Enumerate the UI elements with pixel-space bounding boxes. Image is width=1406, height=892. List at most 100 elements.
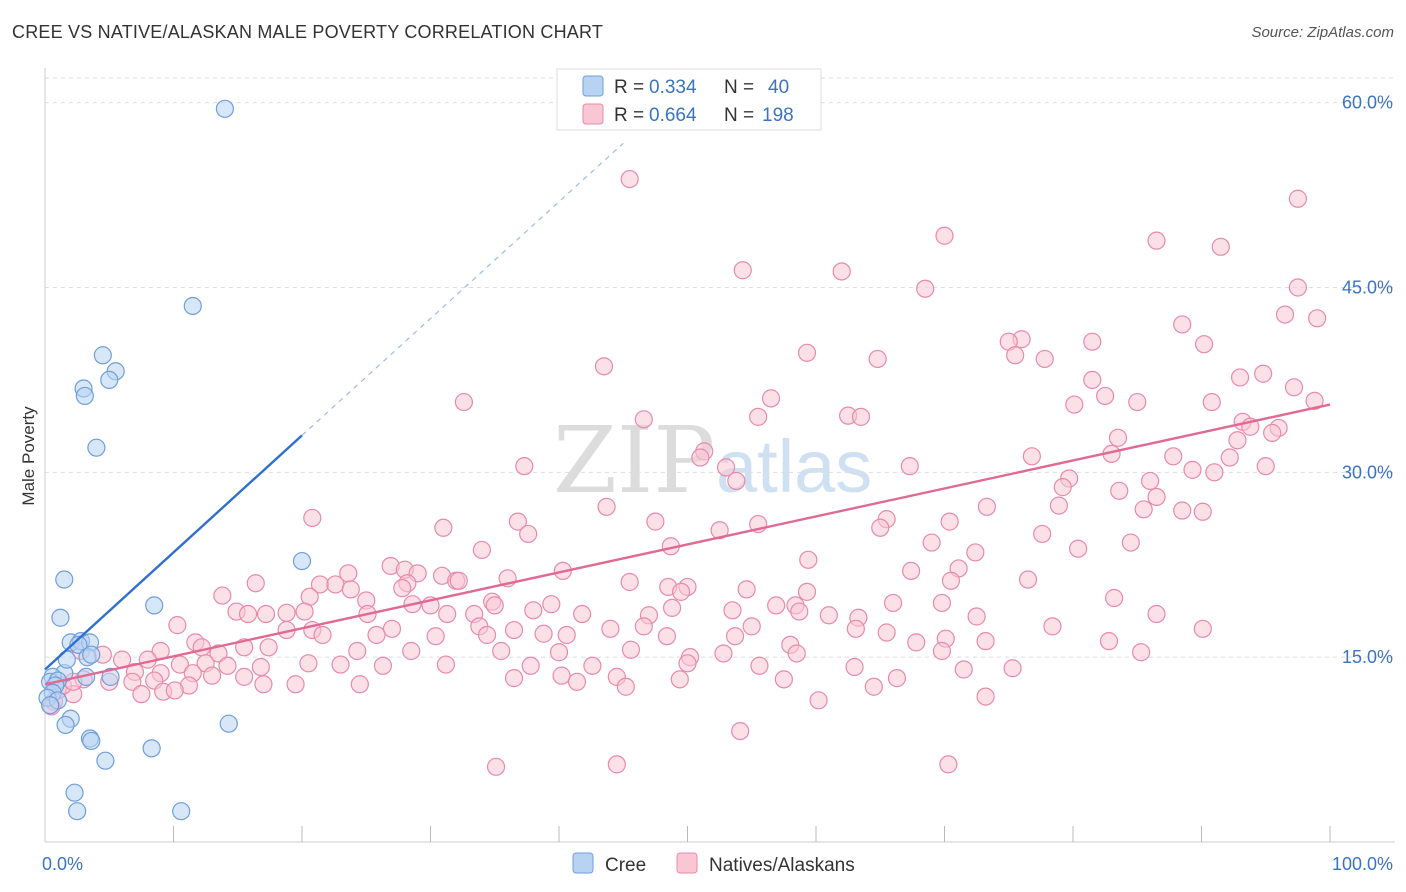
x-tick-label: 100.0%	[1332, 854, 1393, 874]
native-point	[851, 407, 871, 426]
native-point	[616, 677, 635, 696]
native-point	[671, 582, 691, 601]
native-point	[731, 721, 750, 741]
bottom-legend-swatch-cree	[572, 852, 594, 874]
native-point	[790, 602, 809, 621]
native-point	[932, 641, 952, 661]
native-point	[1193, 619, 1212, 638]
axes	[44, 68, 1395, 843]
native-point	[567, 672, 587, 691]
bottom-legend-cree-label: Cree	[605, 855, 646, 876]
native-point	[402, 641, 421, 661]
native-point	[218, 656, 237, 675]
native-point	[485, 596, 504, 615]
native-point	[313, 625, 332, 645]
native-point	[1110, 481, 1129, 500]
bottom-legend: Cree Natives/Alaskans	[572, 852, 855, 876]
native-point	[165, 681, 184, 700]
native-point	[716, 458, 736, 477]
native-point	[504, 669, 524, 688]
trend-lines	[44, 142, 1331, 686]
native-point	[438, 604, 457, 624]
native-point	[492, 641, 511, 661]
native-point	[348, 641, 367, 661]
native-point	[787, 644, 806, 663]
native-point	[573, 604, 592, 624]
cree-point	[219, 714, 238, 733]
native-point	[1305, 391, 1324, 410]
native-point	[723, 601, 742, 620]
watermark: ZIP atlas	[553, 407, 872, 514]
cree-points	[38, 99, 312, 821]
cree-point	[93, 346, 112, 365]
native-point	[1147, 487, 1166, 507]
tick-labels: 15.0% 30.0% 45.0% 60.0% 0.0% 100.0%	[42, 93, 1393, 874]
native-point	[916, 279, 935, 298]
native-point	[552, 666, 571, 685]
native-point	[449, 571, 468, 590]
native-point	[1202, 392, 1221, 412]
cree-point	[100, 370, 119, 390]
y-tick-label: 30.0%	[1342, 462, 1393, 482]
native-point	[621, 640, 641, 659]
native-point	[742, 617, 761, 636]
cree-point	[51, 608, 70, 627]
native-point	[657, 627, 677, 646]
chart-title: CREE VS NATIVE/ALASKAN MALE POVERTY CORR…	[12, 22, 604, 42]
native-point	[1083, 332, 1102, 351]
native-point	[277, 603, 296, 622]
native-point	[797, 582, 817, 601]
native-point	[1121, 533, 1140, 552]
native-point	[299, 654, 318, 673]
native-point	[634, 410, 653, 429]
native-point	[341, 580, 360, 599]
native-point	[1132, 643, 1151, 662]
native-point	[1128, 392, 1147, 412]
native-point	[646, 512, 665, 531]
native-point	[1254, 364, 1273, 383]
native-point	[1194, 335, 1214, 354]
native-point	[209, 644, 228, 663]
y-axis-label: Male Poverty	[19, 406, 38, 506]
native-point	[1230, 368, 1250, 387]
native-point	[1105, 588, 1124, 608]
cree-point	[96, 751, 115, 770]
legend-swatch-cree	[582, 75, 604, 97]
cree-trend-line	[44, 434, 303, 671]
native-point	[519, 524, 538, 544]
cree-point	[41, 696, 60, 715]
native-point	[871, 518, 890, 537]
native-point	[868, 349, 887, 369]
native-point	[883, 593, 903, 613]
legend-cree-n-label: N =	[724, 77, 754, 98]
native-point	[286, 675, 305, 694]
cree-point	[68, 802, 87, 821]
native-point	[1275, 305, 1295, 324]
native-point	[607, 755, 626, 774]
y-tick-label: 15.0%	[1342, 647, 1393, 667]
native-point	[1211, 237, 1230, 256]
native-point	[725, 627, 745, 646]
native-point	[594, 357, 614, 376]
native-point	[1308, 309, 1327, 328]
native-point	[976, 687, 995, 706]
native-point	[1065, 395, 1084, 414]
native-point	[1147, 604, 1166, 624]
cree-point	[56, 715, 75, 735]
cree-point	[145, 596, 164, 615]
native-point	[797, 343, 817, 362]
native-point	[508, 512, 527, 531]
native-point	[901, 561, 921, 581]
native-point	[454, 392, 474, 412]
native-point	[1108, 428, 1128, 447]
watermark-atlas: atlas	[716, 425, 872, 508]
native-point	[367, 625, 386, 645]
native-point	[877, 623, 896, 642]
native-point	[1228, 431, 1247, 450]
native-point	[1049, 496, 1068, 515]
native-point	[1284, 378, 1304, 397]
legend-native-r-value: 0.664	[649, 105, 697, 126]
native-trend-line	[44, 403, 1331, 686]
native-point	[601, 619, 620, 638]
